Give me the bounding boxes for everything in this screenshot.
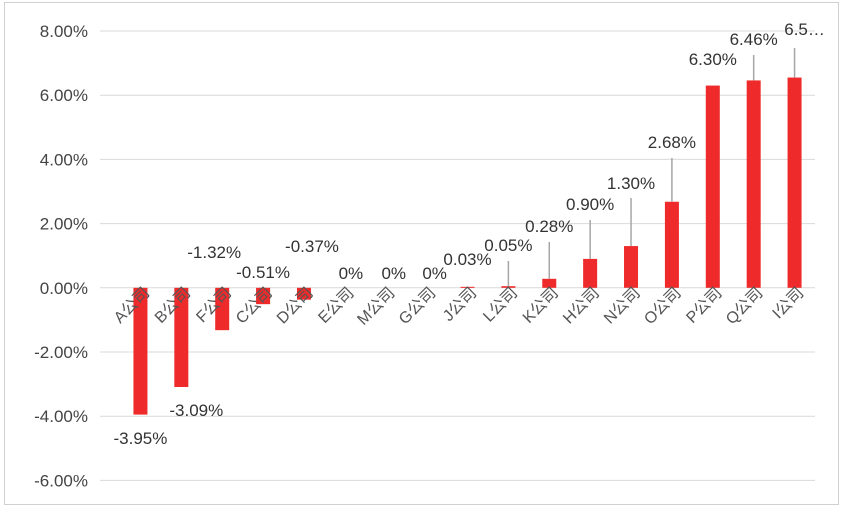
bar [133, 287, 148, 415]
data-label: 6.30% [689, 50, 737, 69]
data-label: -3.09% [169, 401, 223, 420]
y-tick-label: 4.00% [40, 150, 88, 169]
bar [256, 287, 271, 305]
y-tick-label: -6.00% [34, 471, 88, 490]
x-tick-label: H公司 [560, 285, 603, 328]
data-label: 1.30% [607, 174, 655, 193]
data-label: 0.03% [443, 250, 491, 269]
data-label: -1.32% [187, 243, 241, 262]
data-label: -0.37% [285, 237, 339, 256]
y-tick-label: 0.00% [40, 279, 88, 298]
y-tick-label: -4.00% [34, 407, 88, 426]
bar [542, 278, 557, 288]
data-label: 0% [339, 264, 364, 283]
y-tick-label: 8.00% [40, 22, 88, 41]
data-label: 0.05% [484, 236, 532, 255]
bar [746, 80, 761, 288]
bar [174, 287, 189, 387]
x-tick-label: I公司 [770, 285, 808, 323]
x-tick-label: Q公司 [723, 285, 766, 328]
x-tick-label: C公司 [233, 285, 276, 328]
x-tick-label: G公司 [396, 285, 439, 328]
x-tick-label: M公司 [354, 285, 398, 329]
y-tick-label: 6.00% [40, 86, 88, 105]
bar [624, 246, 639, 288]
bar [583, 258, 598, 288]
x-tick-label: K公司 [520, 285, 562, 327]
bar [501, 286, 516, 288]
x-tick-label: D公司 [274, 285, 317, 328]
data-label: 2.68% [648, 133, 696, 152]
x-tick-label: N公司 [601, 285, 644, 328]
data-label: 0% [422, 264, 447, 283]
x-tick-label: L公司 [480, 285, 521, 326]
bar [705, 85, 720, 288]
bar [787, 77, 802, 288]
data-label: -0.51% [236, 263, 290, 282]
x-tick-label: O公司 [641, 285, 684, 328]
y-tick-label: 2.00% [40, 215, 88, 234]
data-label: 0% [381, 264, 406, 283]
data-label: 0.90% [566, 195, 614, 214]
chart-frame [4, 2, 839, 505]
data-label: 0.28% [525, 217, 573, 236]
data-label: 6.46% [730, 30, 778, 49]
bar [296, 287, 311, 300]
data-label: -3.95% [114, 429, 168, 448]
x-tick-label: J公司 [440, 285, 480, 325]
x-tick-label: E公司 [315, 285, 357, 327]
data-label: 6.5… [784, 20, 825, 39]
x-tick-label: P公司 [683, 285, 725, 327]
y-tick-label: -2.00% [34, 343, 88, 362]
bar [460, 286, 475, 288]
bar [664, 201, 679, 288]
bar [215, 287, 230, 331]
